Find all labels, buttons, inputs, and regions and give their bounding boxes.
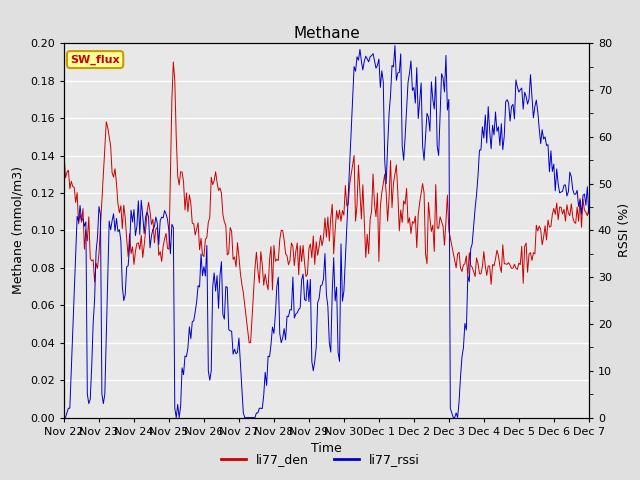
Legend: li77_den, li77_rssi: li77_den, li77_rssi bbox=[216, 448, 424, 471]
Title: Methane: Methane bbox=[293, 25, 360, 41]
Y-axis label: Methane (mmol/m3): Methane (mmol/m3) bbox=[12, 167, 25, 294]
X-axis label: Time: Time bbox=[311, 442, 342, 455]
Y-axis label: RSSI (%): RSSI (%) bbox=[618, 204, 630, 257]
Text: SW_flux: SW_flux bbox=[70, 54, 120, 65]
